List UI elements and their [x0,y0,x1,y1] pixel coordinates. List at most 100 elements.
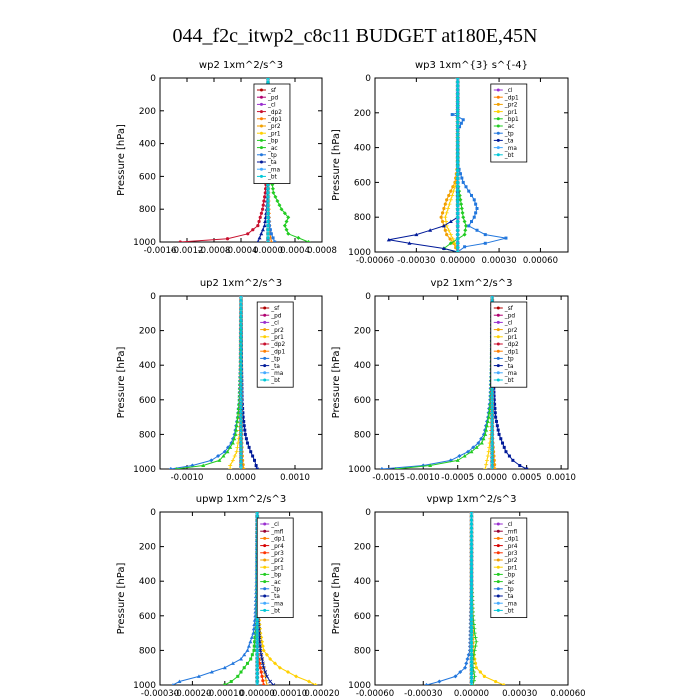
series-marker_bp [253,640,257,644]
legend-label: _sf [267,88,277,94]
series-marker_bt [469,656,474,660]
series-marker_pr1 [502,683,506,685]
series-marker_bt [490,467,495,469]
legend-marker [496,522,500,526]
series-marker_bt [255,629,259,633]
series-marker_bt [266,240,270,242]
series-marker_ta [253,458,256,462]
series-marker_pr1 [474,666,478,670]
legend-marker [263,580,267,584]
series-marker_bp [473,644,478,649]
series-marker_pr1 [228,463,233,468]
series-marker_ta [258,648,263,653]
series-marker_pr2 [264,683,269,685]
series-marker_bp [474,445,479,449]
legend-label: _bt [270,609,281,615]
series-marker_tp [450,113,454,117]
chart-up2: up2 1xm^2/s^3 Pressure [hPa] 0 200 400 600 800… [116,278,323,483]
x-tick-label: -0.0010 [171,473,204,483]
series-marker_ta [271,683,276,685]
series-marker_bt [456,104,460,108]
series-marker_ta [493,411,497,415]
x-tick-label: 0.0000 [253,246,283,256]
series-line_tp [172,512,258,685]
legend-label: _tp [267,153,277,159]
series-marker_ta [261,665,266,670]
y-axis-label: Pressure [hPa] [331,129,342,201]
legend-marker [496,320,500,324]
series-marker_ta [268,679,273,684]
series-marker_bt [490,393,495,398]
series-marker_bt [490,298,495,302]
series-marker_tp [196,674,201,678]
series-marker_bp [474,639,479,644]
legend-label: _ta [504,364,514,370]
series-marker_pr1 [446,228,451,233]
series-marker_bp1 [460,210,465,215]
legend-label: _dp2 [504,342,519,348]
series-marker_bt [456,192,460,196]
series-marker_bp [282,211,287,216]
series-marker_bt [255,664,259,668]
series-marker_bt [469,558,474,562]
series-marker_bt [239,350,243,354]
series-marker_tp [467,224,471,228]
series-marker_bp [225,449,230,454]
series-marker_tp [171,683,175,685]
series-marker_bt [490,432,495,437]
series-marker_bt [255,652,259,656]
series-marker_bp1 [458,197,463,202]
series-marker_pr1 [294,674,299,679]
series-marker_bt [490,296,495,298]
legend-label: _cl [270,321,279,327]
legend-label: _bt [267,175,278,181]
y-axis-label: Pressure [hPa] [116,563,127,635]
legend-label: _pr2 [504,103,518,109]
series-marker_tp [209,458,214,463]
series-marker_ta [496,428,500,432]
series-marker_bt [239,451,243,456]
series-marker_bt [255,621,259,626]
legend-label: _bt [504,153,515,159]
series-marker_bp1 [459,206,464,211]
series-marker_dp2 [246,232,250,236]
x-tick-label: 0.0010 [280,473,310,483]
series-marker_tp [271,236,275,240]
series-marker_bt [239,444,243,448]
series-marker_pr2 [443,202,447,206]
figure-title: 044_f2c_itwp2_c8c11 BUDGET at180E,45N [173,25,538,47]
series-marker_ta [260,227,265,232]
legend-label: _ac [504,124,515,130]
legend-label: _pr1 [267,131,281,137]
series-line_ta [240,296,258,469]
series-marker_bt [469,514,474,518]
legend-marker [259,153,263,157]
series-marker_bt [266,203,270,207]
legend-marker [263,371,267,375]
series-marker_bt [469,614,474,618]
legend-label: _pr2 [270,558,284,564]
series-marker_bt [456,224,460,228]
series-marker_tp [230,661,235,665]
series-marker_bt [490,401,495,406]
series-marker_bp [228,445,233,449]
legend-marker [496,371,500,375]
y-tick-label: 800 [354,213,371,223]
series-marker_ta [242,419,246,423]
series-marker_bt [239,424,243,429]
legend-marker [263,313,267,317]
series-marker_bt [239,354,243,358]
y-tick-label: 200 [139,107,156,117]
series-marker_bt [456,196,460,200]
series-marker_bt [456,164,460,168]
legend-label: _ac [504,580,515,586]
series-marker_tp [251,626,256,631]
x-tick-label: -0.0015 [372,473,405,483]
series-marker_bt [469,637,474,641]
series-marker_ta [497,432,501,436]
y-tick-label: 400 [354,577,371,587]
series-marker_bp [232,436,237,441]
y-tick-label: 400 [139,140,156,150]
series-marker_bp [485,423,490,428]
series-marker_bt [266,211,270,215]
